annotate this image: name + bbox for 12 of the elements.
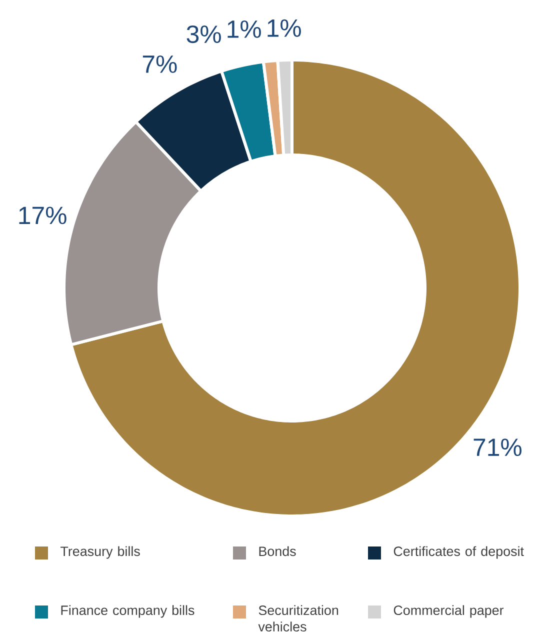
legend-label: Bonds (259, 546, 296, 556)
legend-label: Treasury bills (60, 546, 140, 559)
data-label: 7% (142, 55, 177, 73)
data-label: 1% (228, 20, 261, 38)
data-label: 71% (474, 438, 522, 456)
data-label: 17% (19, 206, 66, 224)
legend-label: Securitization vehicles (258, 605, 338, 632)
legend-label: Commercial paper (394, 605, 504, 618)
legend-label: Finance company bills (61, 605, 194, 618)
data-label: 1% (268, 19, 301, 37)
data-label: 3% (186, 25, 221, 44)
legend-label: Certificates of deposit (394, 546, 524, 559)
